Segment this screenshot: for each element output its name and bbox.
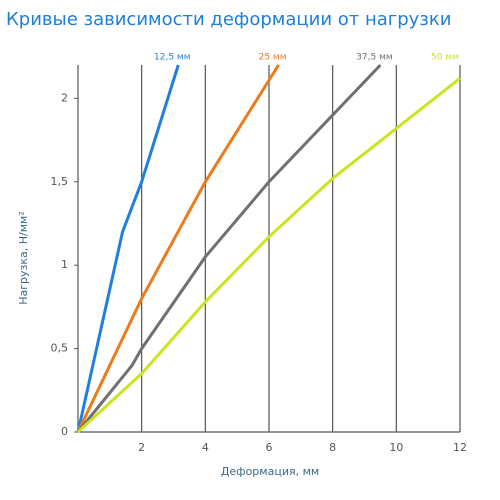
series-line: [76, 64, 180, 433]
x-tick-label: 12: [453, 441, 467, 454]
series-label: 12,5 мм: [154, 53, 190, 63]
y-axis-title: Нагрузка, Н/мм²: [17, 211, 30, 305]
y-tick-label: 2: [61, 91, 68, 104]
series-label: 25 мм: [259, 53, 287, 63]
series-label: 37,5 мм: [356, 53, 392, 63]
series-label: 50 мм: [431, 53, 459, 63]
x-axis-title: Деформация, мм: [221, 465, 319, 478]
y-tick-label: 1: [61, 258, 68, 271]
chart-title: Кривые зависимости деформации от нагрузк…: [6, 9, 451, 30]
series-line: [76, 64, 280, 433]
x-tick-label: 4: [202, 441, 209, 454]
y-tick-label: 0: [61, 425, 68, 438]
series-line: [76, 77, 461, 434]
x-tick-label: 6: [266, 441, 273, 454]
y-tick-label: 0,5: [51, 342, 69, 355]
x-tick-label: 2: [138, 441, 145, 454]
x-tick-label: 10: [389, 441, 403, 454]
y-tick-label: 1,5: [51, 175, 69, 188]
x-tick-label: 8: [329, 441, 336, 454]
series-line: [76, 63, 382, 433]
